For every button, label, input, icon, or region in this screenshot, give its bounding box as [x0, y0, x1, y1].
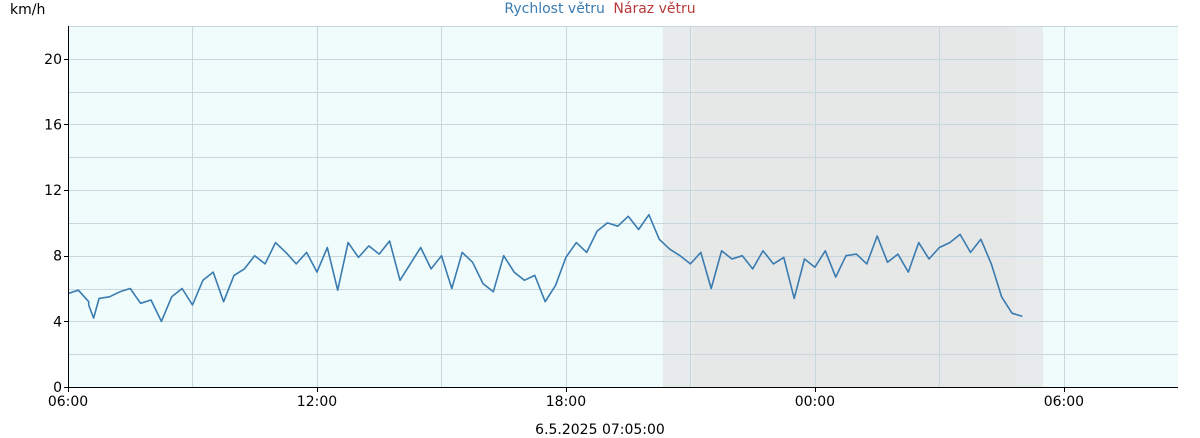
legend-wind-gust: Náraz větru	[613, 1, 695, 17]
x-tick-layer: 06:00 12:00 18:00 00:00 06:00	[48, 387, 1084, 410]
wind-speed-line	[67, 213, 1023, 323]
x-tick-label: 12:00	[297, 394, 337, 410]
y-tick-layer: 0 4 8 12 16 20	[44, 52, 68, 396]
legend: Rychlost větru Náraz větru	[504, 1, 695, 17]
y-tick-label: 4	[53, 314, 62, 330]
x-tick-label: 06:00	[48, 394, 88, 410]
y-tick-label: 16	[44, 117, 62, 133]
grid-layer	[68, 26, 1178, 387]
night-shading-layer	[662, 26, 1044, 387]
y-tick-label: 20	[44, 52, 62, 68]
chart-timestamp: 6.5.2025 07:05:00	[535, 422, 665, 438]
legend-wind-speed: Rychlost větru	[504, 1, 605, 17]
y-tick-label: 12	[44, 183, 62, 199]
wind-speed-line-layer	[67, 213, 1023, 323]
y-axis-unit: km/h	[10, 2, 45, 18]
x-tick-label: 06:00	[1044, 394, 1084, 410]
y-tick-label: 8	[53, 249, 62, 265]
y-tick-label: 0	[53, 380, 62, 396]
night-shading-band-1	[693, 26, 1016, 387]
x-tick-label: 18:00	[546, 394, 586, 410]
x-tick-label: 00:00	[795, 394, 835, 410]
